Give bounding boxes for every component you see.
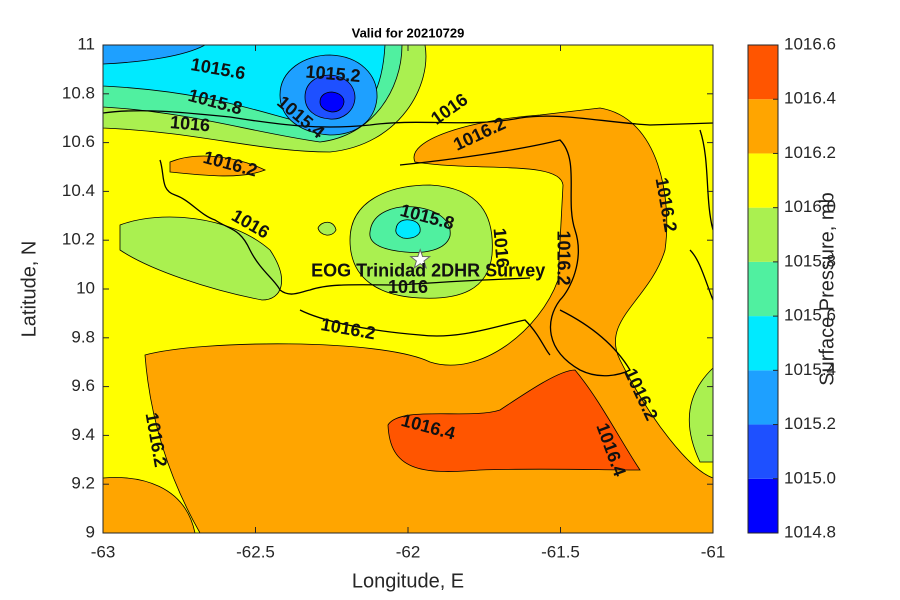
y-tick-label: 10.2 bbox=[62, 230, 95, 249]
colorbar-label: Surface Pressure, mb bbox=[816, 192, 838, 385]
colorbar-tick-label: 1016.6 bbox=[784, 34, 836, 53]
contour-fill bbox=[688, 367, 713, 463]
chart-title: Valid for 20210729 bbox=[352, 25, 465, 40]
coastline-trinidad bbox=[299, 139, 631, 377]
contour-fill bbox=[387, 369, 641, 472]
y-tick-label: 10.4 bbox=[62, 181, 95, 200]
colorbar-tick-label: 1015.0 bbox=[784, 468, 836, 487]
colorbar-bin bbox=[748, 316, 778, 371]
contour-fill bbox=[319, 91, 345, 113]
contour-label: 1016 bbox=[388, 277, 428, 297]
colorbar-bin bbox=[748, 424, 778, 479]
colorbar-bin bbox=[748, 261, 778, 317]
x-tick-label: -62.5 bbox=[236, 542, 275, 561]
coastline-paria bbox=[159, 159, 531, 295]
colorbar-tick-label: 1014.8 bbox=[784, 522, 836, 541]
y-tick-label: 11 bbox=[77, 34, 95, 53]
contour-fill bbox=[317, 221, 337, 236]
colorbar-tick-label: 1015.8 bbox=[784, 251, 836, 270]
contour-fill bbox=[103, 45, 206, 65]
y-tick-label: 9.2 bbox=[71, 474, 95, 493]
coastline-north bbox=[103, 110, 713, 128]
y-tick-label: 9.8 bbox=[71, 327, 95, 346]
colorbar-bin bbox=[748, 370, 778, 425]
colorbar-frame bbox=[747, 44, 779, 534]
colorbar-tick-label: 1016.4 bbox=[784, 89, 836, 108]
y-tick-label: 9.6 bbox=[71, 376, 95, 395]
contour-label: 1015.2 bbox=[305, 61, 362, 86]
x-tick-label: -62 bbox=[396, 542, 421, 561]
colorbar-tick-label: 1016.0 bbox=[784, 197, 836, 216]
colorbar-bin bbox=[748, 45, 778, 100]
x-tick-label: -63 bbox=[91, 542, 116, 561]
x-tick-label: -61.5 bbox=[541, 542, 580, 561]
colorbar-bin bbox=[748, 478, 778, 533]
y-tick-label: 9 bbox=[86, 522, 95, 541]
survey-marker bbox=[409, 248, 432, 270]
y-tick-label: 10 bbox=[76, 278, 95, 297]
contour-label: 1016.2 bbox=[553, 230, 573, 285]
colorbar-tick-label: 1015.2 bbox=[784, 414, 836, 433]
colorbar-tick-label: 1015.6 bbox=[784, 306, 836, 325]
y-tick-label: 9.4 bbox=[71, 425, 95, 444]
y-tick-label: 10.6 bbox=[62, 132, 95, 151]
colorbar-tick-label: 1016.2 bbox=[784, 143, 836, 162]
x-axis-label: Longitude, E bbox=[352, 570, 464, 592]
y-tick-label: 10.8 bbox=[62, 83, 95, 102]
colorbar-bin bbox=[748, 99, 778, 154]
annotation-text: EOG Trinidad 2DHR Survey bbox=[311, 260, 545, 280]
contour-fill bbox=[395, 219, 421, 239]
y-axis-label: Latitude, N bbox=[18, 241, 40, 338]
colorbar-bin bbox=[748, 153, 778, 208]
colorbar-bin bbox=[748, 207, 778, 262]
x-tick-label: -61 bbox=[701, 542, 726, 561]
coastline bbox=[103, 110, 713, 377]
contour-label: 1016 bbox=[490, 227, 513, 269]
coastline-east bbox=[689, 129, 713, 301]
contour-fill bbox=[169, 155, 266, 177]
contour-fields bbox=[103, 45, 713, 533]
contour-label: 1016 bbox=[169, 112, 211, 135]
colorbar-tick-label: 1015.4 bbox=[784, 360, 836, 379]
